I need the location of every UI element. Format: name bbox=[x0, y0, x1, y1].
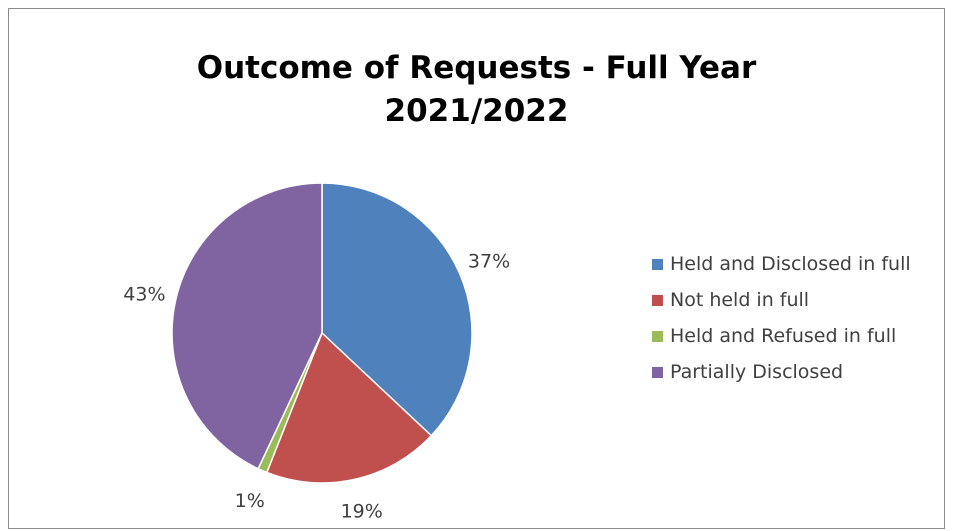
legend-item-partially-disclosed: Partially Disclosed bbox=[652, 354, 911, 390]
slice-label-held-and-disclosed: 37% bbox=[468, 251, 510, 273]
slice-label-partially-disclosed: 43% bbox=[123, 283, 165, 305]
legend-item-held-and-disclosed: Held and Disclosed in full bbox=[652, 246, 911, 282]
legend-item-not-held: Not held in full bbox=[652, 282, 911, 318]
legend-label-held-and-disclosed: Held and Disclosed in full bbox=[670, 253, 911, 275]
chart-title-line-2: 2021/2022 bbox=[384, 93, 569, 129]
legend-swatch-not-held bbox=[652, 294, 663, 306]
chart-frame: Outcome of Requests - Full Year 2021/202… bbox=[8, 8, 945, 529]
legend-label-partially-disclosed: Partially Disclosed bbox=[670, 361, 844, 383]
legend-label-held-and-refused: Held and Refused in full bbox=[670, 325, 897, 347]
legend-swatch-held-and-disclosed bbox=[652, 258, 663, 270]
legend-label-not-held: Not held in full bbox=[670, 289, 810, 311]
pie-slice-held-and-disclosed bbox=[321, 182, 473, 437]
chart-title: Outcome of Requests - Full Year 2021/202… bbox=[9, 47, 944, 133]
slice-label-not-held: 19% bbox=[341, 501, 383, 523]
legend-item-held-and-refused: Held and Refused in full bbox=[652, 318, 911, 354]
legend: Held and Disclosed in full Not held in f… bbox=[652, 246, 911, 390]
slice-label-held-and-refused: 1% bbox=[235, 490, 265, 512]
legend-swatch-partially-disclosed bbox=[652, 366, 663, 378]
pie-slice-partially-disclosed bbox=[171, 182, 323, 470]
legend-swatch-held-and-refused bbox=[652, 330, 663, 342]
chart-title-line-1: Outcome of Requests - Full Year bbox=[196, 50, 757, 86]
